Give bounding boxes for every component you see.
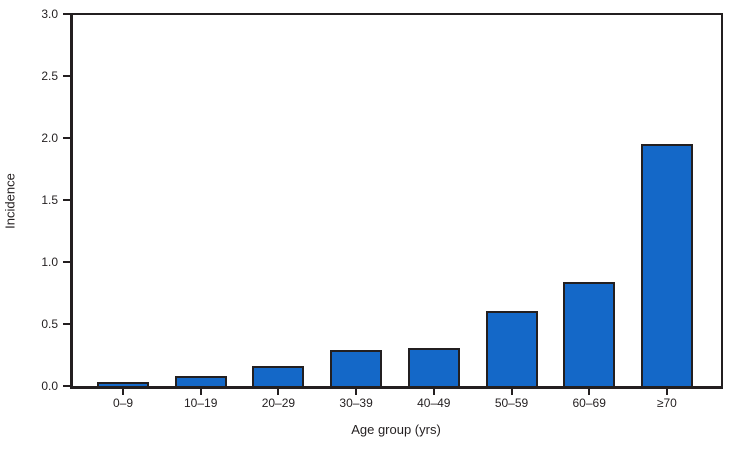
y-tick-2.0 <box>63 137 70 139</box>
x-tick-30–39 <box>355 389 358 395</box>
y-tick-label-0.0: 0.0 <box>41 379 58 393</box>
bar-30–39 <box>330 350 383 386</box>
x-tick-40–49 <box>432 389 435 395</box>
x-tick-label-60–69: 60–69 <box>572 396 606 410</box>
y-tick-label-0.5: 0.5 <box>41 317 58 331</box>
y-tick-2.5 <box>63 75 70 77</box>
x-tick-label-≥70: ≥70 <box>656 396 677 410</box>
y-tick-label-1.5: 1.5 <box>41 193 58 207</box>
bar-60–69 <box>563 282 616 386</box>
plot-area <box>70 13 723 389</box>
bar-≥70 <box>640 143 693 386</box>
bar-40–49 <box>407 347 460 386</box>
x-tick-label-50–59: 50–59 <box>494 396 529 410</box>
x-tick-10–19 <box>199 389 202 395</box>
x-tick-0–9 <box>122 389 124 395</box>
bar-20–29 <box>252 366 305 386</box>
x-tick-50–59 <box>510 389 513 395</box>
x-tick-label-10–19: 10–19 <box>184 396 218 410</box>
y-tick-label-3.0: 3.0 <box>41 7 58 21</box>
y-tick-1.0 <box>63 261 70 263</box>
bars-layer <box>73 15 721 386</box>
y-tick-label-1.0: 1.0 <box>41 255 58 269</box>
x-tick-label-20–29: 20–29 <box>261 396 296 410</box>
bar-50–59 <box>485 310 538 386</box>
bar-10–19 <box>174 376 227 386</box>
x-tick-20–29 <box>277 389 280 395</box>
x-tick-≥70 <box>665 389 668 395</box>
x-axis-title: Age group (yrs) <box>351 422 441 437</box>
bar-0–9 <box>97 382 149 386</box>
x-tick-label-40–49: 40–49 <box>417 396 451 410</box>
x-tick-60–69 <box>588 389 591 395</box>
x-tick-label-30–39: 30–39 <box>339 396 373 410</box>
y-tick-0.5 <box>63 323 70 325</box>
y-tick-1.5 <box>63 199 70 201</box>
y-tick-3.0 <box>63 13 70 15</box>
y-tick-label-2.0: 2.0 <box>41 131 58 145</box>
y-tick-label-2.5: 2.5 <box>41 69 58 83</box>
y-tick-0.0 <box>63 385 70 387</box>
x-tick-label-0–9: 0–9 <box>112 396 134 410</box>
